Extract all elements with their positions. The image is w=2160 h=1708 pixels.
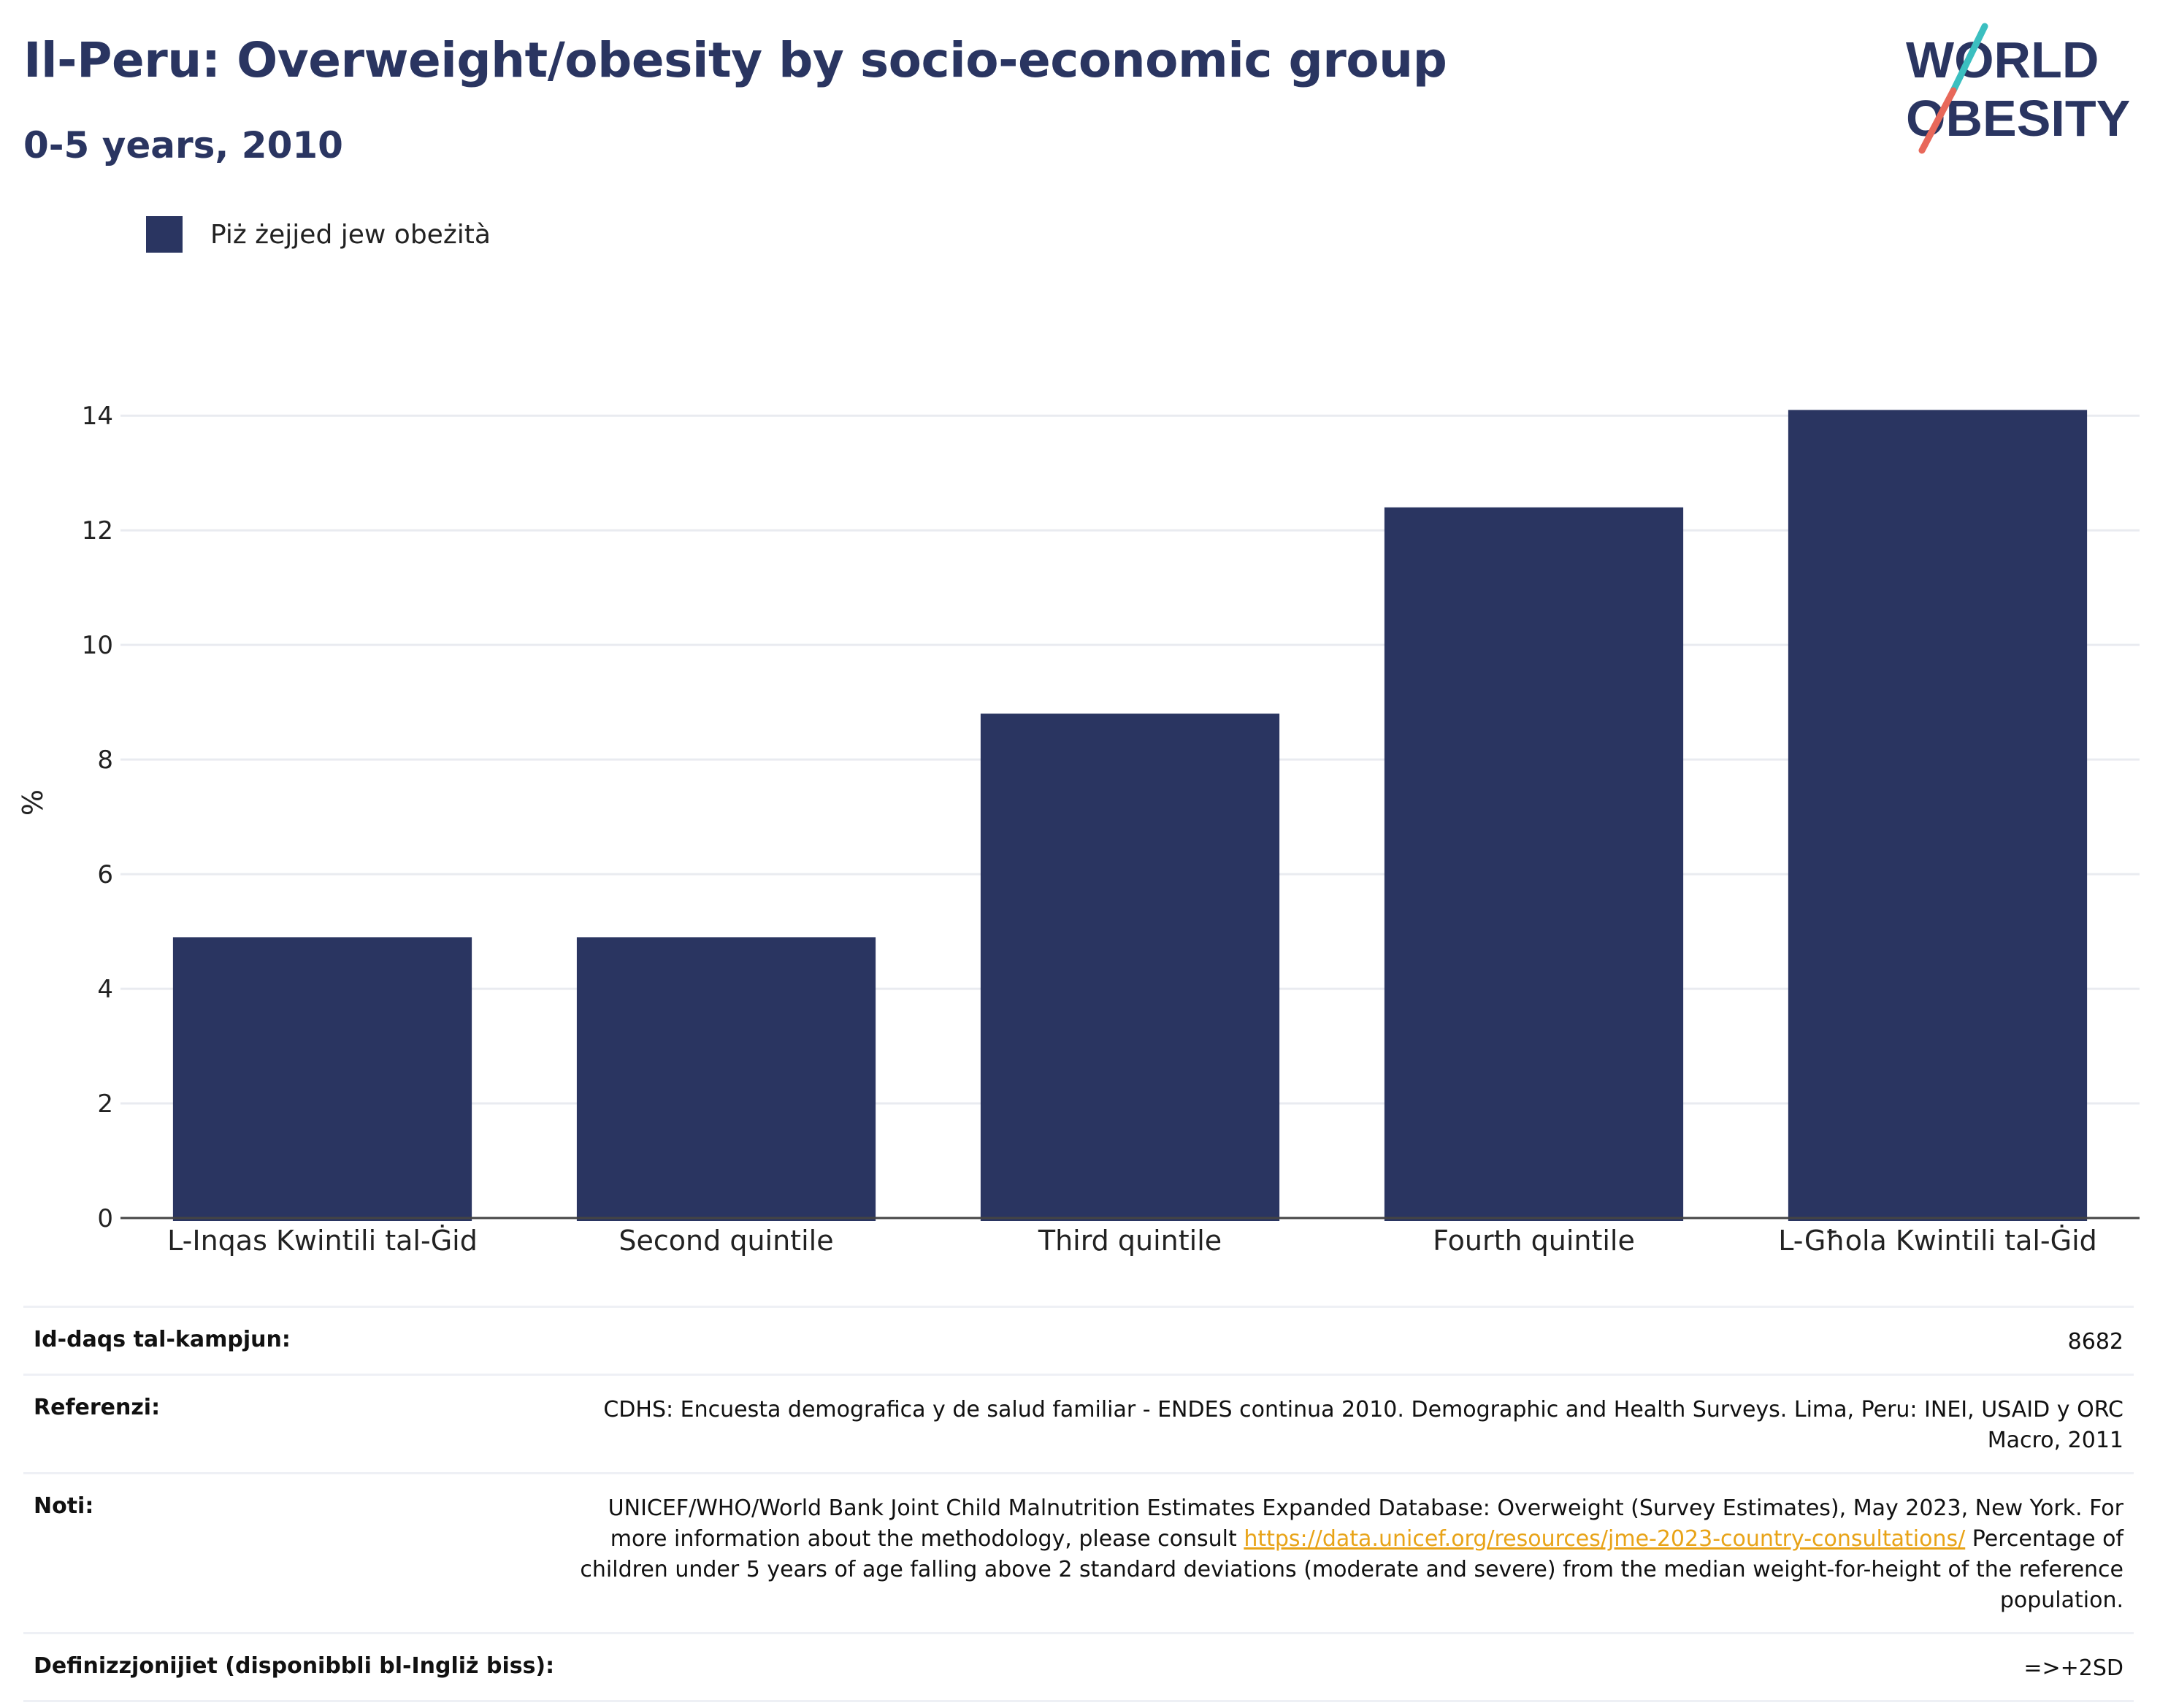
definitions-label: Definizzjonijiet (disponibbli bl-Ingliż … <box>34 1653 555 1679</box>
legend-swatch <box>146 216 183 253</box>
y-tick-label: 6 <box>97 860 113 889</box>
logo-line2: OBESITY <box>1906 90 2130 147</box>
chart-subtitle: 0-5 years, 2010 <box>23 124 343 166</box>
notes-value: UNICEF/WHO/World Bank Joint Child Malnut… <box>546 1493 2123 1616</box>
y-tick-label: 14 <box>82 402 113 431</box>
bar <box>980 713 1280 1221</box>
x-tick-label: L-Inqas Kwintili tal-Ġid <box>167 1225 478 1257</box>
sample-size-label: Id-daqs tal-kampjun: <box>34 1327 291 1352</box>
x-tick-label: Second quintile <box>618 1225 833 1257</box>
bar-chart: 0 2 4 6 8 10 12 14% L-Inqas Kwintili tal-Ġid Seco… <box>17 402 2140 1257</box>
logo-line1: WORLD <box>1906 31 2099 88</box>
references-value: CDHS: Encuesta demografica y de salud fa… <box>603 1397 2123 1453</box>
definitions-value: =>+2SD <box>2023 1655 2123 1681</box>
references-row: Referenzi: CDHS: Encuesta demografica y … <box>23 1374 2134 1472</box>
y-tick-label: 2 <box>97 1089 113 1119</box>
y-axis-label: % <box>17 789 49 816</box>
notes-label: Noti: <box>34 1493 94 1519</box>
notes-link[interactable]: https://data.unicef.org/resources/jme-20… <box>1244 1526 1966 1552</box>
x-tick-label: L-Għola Kwintili tal-Ġid <box>1778 1225 2097 1257</box>
chart-legend: Piż żejjed jew obeżità <box>146 216 491 253</box>
bar <box>1384 507 1684 1221</box>
sample-size-value: 8682 <box>2067 1329 2123 1355</box>
chart-title: Il-Peru: Overweight/obesity by socio-eco… <box>23 32 1447 88</box>
notes-text-before: UNICEF/WHO/World Bank Joint Child Malnut… <box>608 1496 2123 1552</box>
metadata-table: Id-daqs tal-kampjun: 8682 Referenzi: CDH… <box>23 1306 2134 1702</box>
y-tick-label: 8 <box>97 746 113 775</box>
logo-slash-top <box>1950 23 1988 94</box>
x-tick-label: Third quintile <box>1038 1225 1222 1257</box>
logo-slash-bottom <box>1918 87 1957 154</box>
bar <box>172 937 472 1221</box>
references-label: Referenzi: <box>34 1395 161 1420</box>
y-tick-label: 10 <box>82 631 113 660</box>
notes-row: Noti: UNICEF/WHO/World Bank Joint Child … <box>23 1472 2134 1632</box>
x-tick-label: Fourth quintile <box>1433 1225 1635 1257</box>
world-obesity-logo: WORLD OBESITY <box>1906 23 2130 154</box>
bar <box>1788 410 2088 1222</box>
sample-size-row: Id-daqs tal-kampjun: 8682 <box>23 1306 2134 1374</box>
y-tick-label: 12 <box>82 516 113 545</box>
legend-label: Piż żejjed jew obeżità <box>210 219 491 250</box>
y-tick-label: 4 <box>97 975 113 1004</box>
y-tick-label: 0 <box>97 1204 113 1233</box>
definitions-row: Definizzjonijiet (disponibbli bl-Ingliż … <box>23 1632 2134 1702</box>
notes-text-after: Percentage of children under 5 years of … <box>580 1526 2123 1613</box>
bar <box>576 937 876 1221</box>
